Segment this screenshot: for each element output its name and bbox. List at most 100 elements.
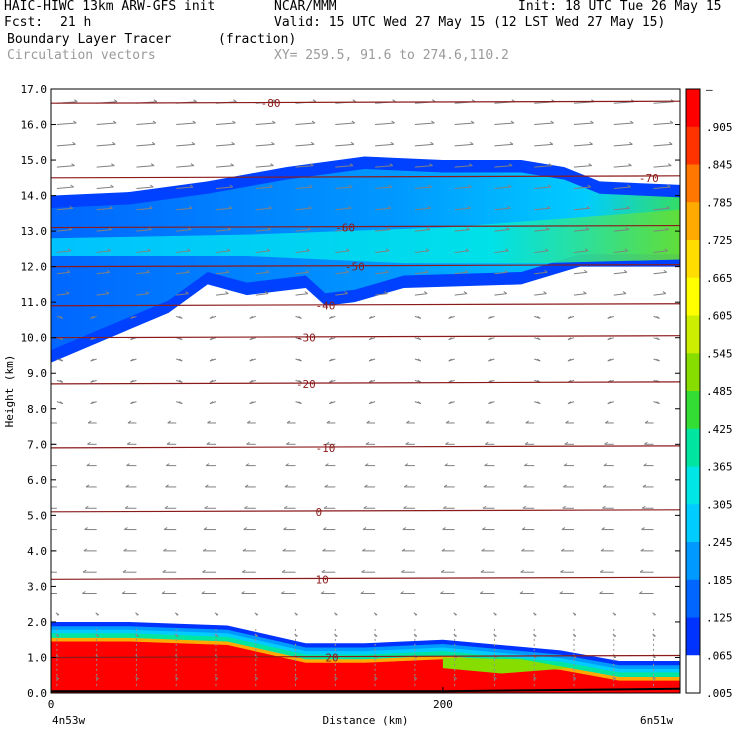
vector-arrow-head	[652, 676, 656, 680]
vector-arrow-head	[225, 269, 230, 273]
vector-arrow	[56, 271, 71, 275]
vector-arrow-head	[214, 676, 219, 680]
colorbar-label: .425	[706, 423, 733, 436]
vector-arrow	[176, 293, 189, 296]
colorbar-swatch	[686, 315, 700, 354]
colorbar-label: .125	[706, 612, 733, 625]
vector-arrow	[136, 165, 155, 168]
y-tick-label: 14.0	[21, 190, 48, 203]
isotherm-label: -50	[345, 261, 365, 274]
vector-arrow-head	[150, 163, 155, 167]
vector-arrow-head	[364, 484, 368, 488]
vector-arrow	[414, 143, 434, 147]
vector-arrow-head	[178, 358, 183, 362]
vector-arrow-head	[281, 591, 285, 594]
vector-arrow-head	[629, 120, 634, 124]
vector-arrow-head	[423, 291, 428, 294]
vector-arrow-head	[294, 676, 298, 680]
vector-arrow-head	[413, 676, 418, 680]
vector-arrow-head	[249, 401, 254, 405]
vector-arrow-head	[536, 358, 541, 362]
vector-arrow	[613, 165, 632, 168]
vector-arrow-head	[386, 227, 391, 231]
colorbar-swatch	[686, 655, 700, 694]
vector-arrow	[494, 165, 513, 168]
vector-arrow-head	[286, 441, 290, 445]
vector-arrow-head	[385, 248, 390, 252]
vector-arrow-head	[205, 463, 210, 467]
vector-arrow-head	[385, 269, 389, 273]
vector-arrow-head	[448, 337, 452, 341]
vector-arrow	[335, 122, 355, 126]
vector-arrow-head	[417, 379, 422, 383]
vector-arrow-head	[589, 141, 593, 145]
vector-arrow	[136, 207, 153, 211]
colorbar-swatch	[686, 391, 700, 430]
vector-arrow	[375, 143, 394, 147]
temperature-isotherms: 20 10 0 -10 -20 -30 -40 -50 -60 -70 -80	[51, 97, 680, 664]
vector-arrow-head	[281, 569, 286, 573]
vector-arrow-head	[484, 441, 489, 445]
y-tick-label: 11.0	[21, 296, 48, 309]
plot-frame	[50, 88, 681, 694]
vector-arrow	[215, 186, 233, 189]
vector-arrow-head	[604, 441, 608, 445]
vector-arrow-head	[110, 184, 114, 188]
vector-arrow-head	[585, 227, 590, 231]
vector-arrow-head	[126, 441, 131, 445]
isotherm-label: -60	[335, 222, 355, 235]
vector-arrow	[653, 250, 668, 253]
vector-arrow-head	[271, 141, 275, 145]
vector-arrow-head	[130, 379, 134, 383]
vector-arrow-head	[152, 120, 157, 124]
vector-arrow	[295, 293, 308, 296]
colorbar-label: .545	[706, 347, 733, 360]
isotherm-line	[51, 175, 680, 179]
vector-arrow-head	[524, 441, 529, 445]
vector-arrow-head	[350, 141, 355, 145]
vector-arrow-head	[567, 401, 572, 405]
vector-arrow-head	[506, 227, 510, 231]
vector-arrow-head	[161, 591, 166, 594]
vector-arrow-head	[387, 205, 392, 209]
vector-arrow	[215, 143, 235, 147]
vector-arrow-head	[201, 591, 206, 594]
vector-arrow-head	[166, 463, 170, 467]
vector-arrow-head	[365, 441, 370, 445]
vector-arrow-head	[322, 548, 326, 552]
vector-arrow-head	[324, 484, 328, 488]
isotherm-line	[51, 654, 680, 659]
vector-arrow	[56, 143, 76, 147]
vector-arrow-head	[298, 337, 302, 341]
vector-arrow-head	[185, 291, 189, 294]
vector-arrow-head	[305, 269, 310, 273]
vector-arrow-head	[644, 420, 649, 424]
vector-arrow	[454, 165, 473, 168]
vector-arrow	[414, 207, 431, 211]
vector-arrow-head	[130, 315, 134, 319]
vector-arrow-head	[74, 99, 78, 103]
vector-arrow-head	[205, 484, 209, 488]
vector-arrow	[494, 271, 508, 275]
vector-arrow	[534, 165, 552, 168]
colorbar-label: .665	[706, 272, 733, 285]
vector-arrow-head	[664, 248, 668, 252]
vector-arrow-head	[111, 163, 115, 167]
vector-arrow-head	[83, 548, 88, 552]
vector-arrow	[255, 122, 276, 126]
vector-arrow	[295, 207, 312, 211]
vector-arrow-head	[187, 227, 192, 231]
x-start-location: 4n53w	[52, 714, 85, 727]
vector-arrow-head	[178, 401, 183, 405]
vector-arrow-head	[521, 527, 526, 530]
vector-arrow	[573, 293, 587, 296]
vector-arrow	[255, 229, 271, 232]
y-axis-title: Height (km)	[3, 355, 16, 428]
vector-arrow-head	[548, 163, 553, 167]
vector-arrow-head	[628, 163, 632, 167]
vector-arrow	[375, 250, 390, 253]
vector-arrow-head	[522, 505, 527, 509]
vector-arrow-head	[267, 227, 272, 231]
vector-arrow-head	[320, 591, 325, 594]
vector-arrow-head	[642, 484, 647, 488]
